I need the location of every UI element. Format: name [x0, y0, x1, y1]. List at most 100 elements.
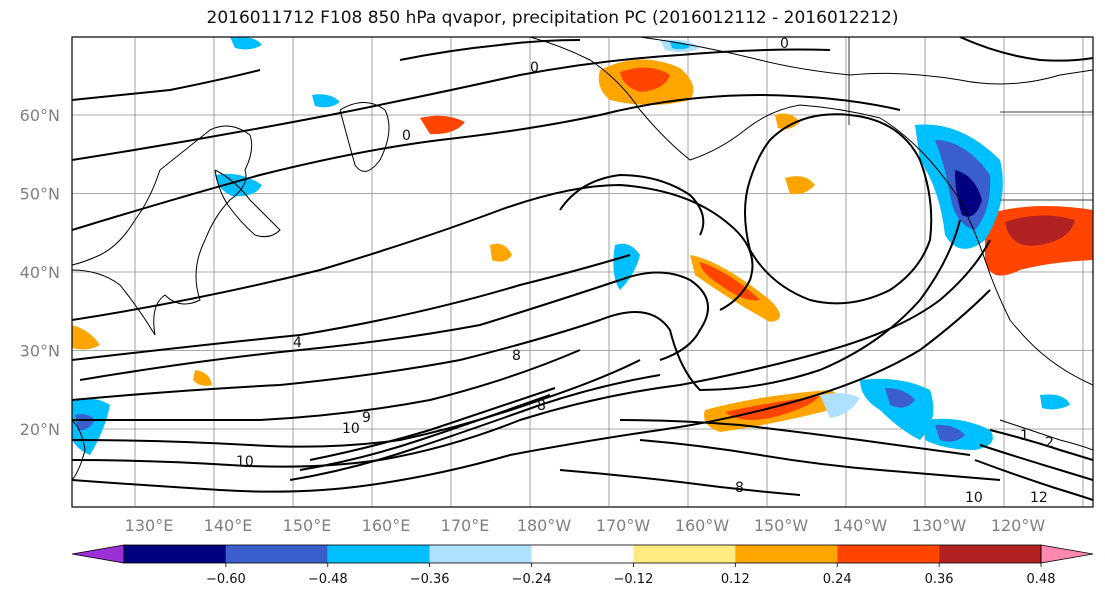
contour-label: 0	[402, 128, 411, 144]
anomaly-patch-gulf-positive	[775, 113, 800, 130]
colorbar-tick-label: −0.48	[308, 572, 348, 587]
contour-label: 8	[537, 398, 546, 414]
colorbar-segment	[735, 545, 838, 563]
contour-line	[72, 289, 991, 493]
anomaly-patch-nw-light	[312, 94, 340, 108]
latitude-labels: 60°N 50°N 40°N 30°N 20°N	[20, 106, 60, 439]
colorbar-segment	[837, 545, 940, 563]
anomaly-patch-hi-light	[860, 378, 934, 440]
contour-label: 10	[965, 490, 983, 506]
lon-label: 120°W	[991, 516, 1046, 535]
contour-line	[639, 439, 1001, 481]
contour-label: 10	[342, 421, 360, 437]
contour-line	[72, 183, 754, 321]
contour-line	[72, 239, 991, 468]
anomaly-patch-trop-light	[820, 393, 860, 418]
colorbar-tick-label: −0.12	[614, 572, 654, 587]
colorbar-tick-label: −0.24	[512, 572, 552, 587]
political-borders	[848, 37, 1093, 201]
contour-label: 1	[1020, 428, 1029, 444]
colorbar-tick-label: 0.12	[721, 572, 750, 587]
coastline-asia	[72, 125, 253, 336]
colorbar-segment	[633, 545, 736, 563]
colorbar-frame	[123, 544, 1042, 564]
contour-label: 8	[735, 480, 744, 496]
contour-line	[289, 374, 661, 481]
lon-label: 140°E	[204, 516, 253, 535]
precip-anomaly-patches	[72, 37, 1093, 455]
lat-label: 40°N	[20, 263, 60, 282]
lon-label: 150°W	[754, 516, 809, 535]
colorbar-tick-label: 0.48	[1027, 572, 1056, 587]
contour-line	[559, 469, 801, 496]
lon-label: 180°W	[517, 516, 572, 535]
contour-label: 8	[512, 348, 521, 364]
lat-label: 30°N	[20, 342, 60, 361]
anomaly-patch-kamchatka-positive	[420, 115, 465, 135]
map-frame	[71, 36, 1094, 508]
contour-line	[744, 113, 933, 305]
anomaly-patch-east-mid	[935, 424, 965, 442]
anomaly-patch-japan-light	[215, 173, 262, 197]
contour-label: 12	[1030, 490, 1048, 506]
colorbar-extend-low	[71, 544, 125, 564]
colorbar-segment	[124, 545, 226, 563]
coastline-philippines	[72, 419, 86, 481]
contour-line	[72, 48, 831, 161]
contour-line	[72, 254, 631, 361]
colorbar-tick-label: −0.36	[410, 572, 450, 587]
contour-line	[72, 93, 901, 231]
contour-label: 0	[780, 36, 789, 52]
lon-label: 160°E	[362, 516, 411, 535]
lon-label: 140°W	[833, 516, 888, 535]
colorbar-segment	[429, 545, 532, 563]
lon-label: 170°W	[596, 516, 651, 535]
colorbar-tick-label: 0.24	[823, 572, 852, 587]
lon-label: 130°W	[912, 516, 967, 535]
colorbar-tick-label: −0.60	[206, 572, 246, 587]
longitude-labels: 130°E 140°E 150°E 160°E 170°E 180°W 170°W 160°W…	[125, 516, 1046, 535]
anomaly-patch-ne-positive	[785, 176, 815, 195]
contour-line	[559, 173, 705, 236]
contour-line	[399, 39, 581, 61]
colorbar-segment	[939, 545, 1041, 563]
colorbar-extend-high	[1040, 544, 1094, 564]
lon-label: 160°W	[675, 516, 730, 535]
coastline-kamchatka	[339, 102, 390, 172]
anomaly-patch-hi-mid	[885, 388, 915, 408]
anomaly-patch-oregon-core	[1005, 215, 1075, 246]
contour-line	[72, 69, 261, 101]
lat-label: 50°N	[20, 185, 60, 204]
contour-line	[619, 419, 971, 456]
colorbar-segment	[327, 545, 430, 563]
colorbar: −0.60 −0.48 −0.36 −0.24 −0.12 0.12 0.24 0.36 0.4…	[71, 544, 1094, 587]
lat-label: 20°N	[20, 420, 60, 439]
anomaly-patch-cent-light	[613, 243, 640, 290]
contour-line	[72, 349, 581, 422]
colorbar-tick-label: 0.36	[925, 572, 954, 587]
lon-label: 150°E	[283, 516, 332, 535]
contour-line	[79, 271, 709, 381]
contour-label: 4	[293, 335, 302, 351]
contour-line	[72, 219, 961, 401]
lat-label: 60°N	[20, 106, 60, 125]
page-title: 2016011712 F108 850 hPa qvapor, precipit…	[206, 8, 899, 28]
contour-line	[979, 444, 1093, 481]
anomaly-patch-w-southern	[193, 370, 212, 386]
contour-label: 0	[530, 60, 539, 76]
coastline-alaska	[529, 37, 1093, 386]
anomaly-patch-n-light	[230, 37, 262, 50]
anomaly-patch-midpac-core	[700, 262, 760, 301]
coastline-mexico	[999, 419, 1093, 451]
qvapor-contours	[72, 37, 1093, 501]
anomaly-patch-west-positive	[72, 325, 100, 350]
contour-labels: 4 8 10 10 9 8 0 0 0 1 2 12 10 8	[236, 36, 1054, 506]
contour-label: 9	[362, 410, 371, 426]
anomaly-patch-hawaii-positive	[490, 243, 512, 262]
lon-label: 130°E	[125, 516, 174, 535]
contour-line	[974, 459, 1093, 501]
contour-label: 2	[1045, 435, 1054, 451]
contour-line	[299, 394, 551, 471]
contour-line	[989, 429, 1093, 461]
